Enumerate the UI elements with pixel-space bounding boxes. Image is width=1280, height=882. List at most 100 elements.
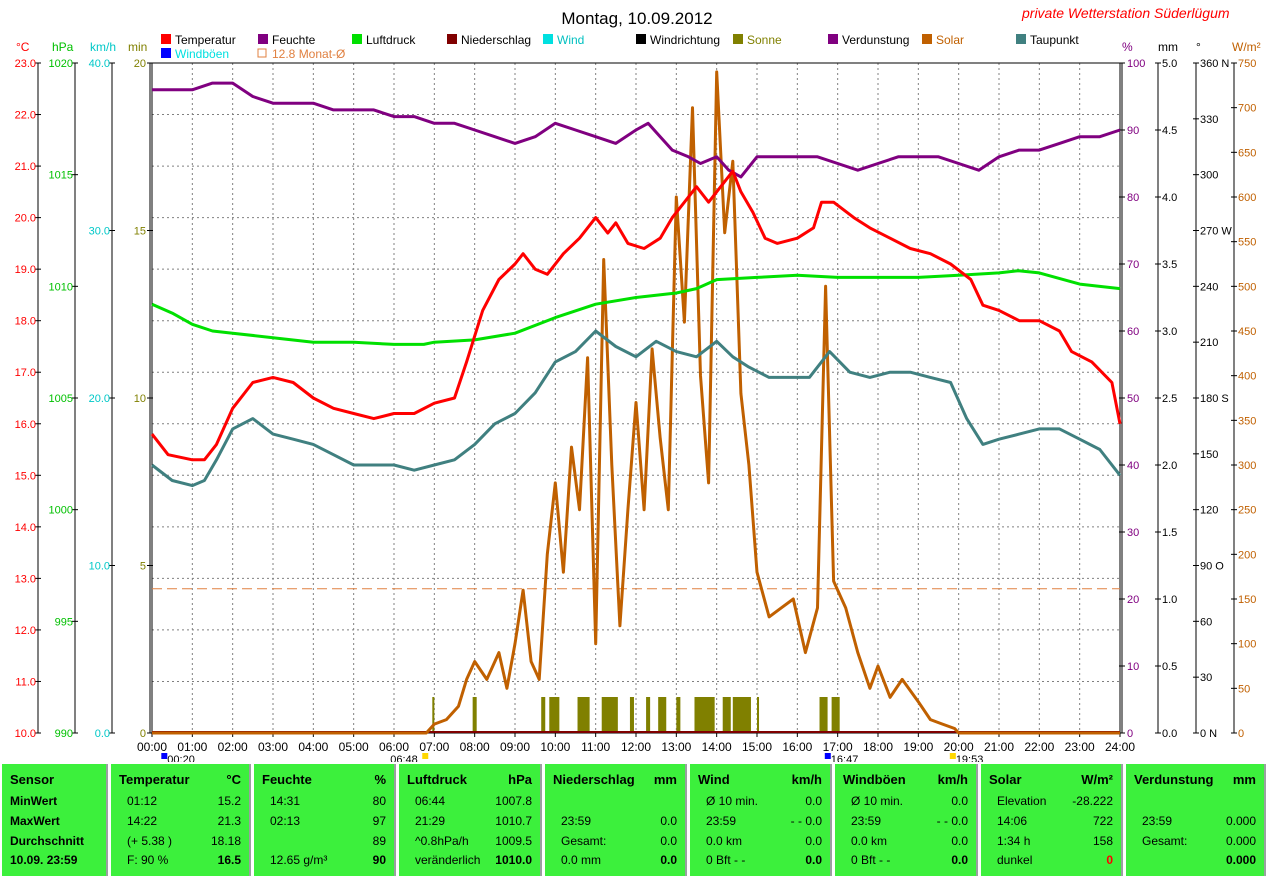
min-label: MinWert bbox=[10, 794, 58, 808]
wm2-axis-tick-label: 500 bbox=[1238, 281, 1256, 293]
section-unit: % bbox=[374, 772, 386, 787]
wm2-axis-tick-label: 100 bbox=[1238, 639, 1256, 651]
stats-row: 0.0 mm 0.0 bbox=[553, 853, 677, 871]
stats-value: 89 bbox=[372, 834, 386, 848]
stats-value: 0.0 bbox=[660, 853, 677, 867]
stats-label: 23:59 bbox=[851, 814, 882, 828]
stats-value: 0.0 bbox=[805, 794, 822, 808]
time-tick-label: 00:00 bbox=[137, 740, 167, 754]
legend-swatch bbox=[161, 34, 171, 44]
celsius-axis-tick-label: 10.0 bbox=[15, 728, 36, 740]
stats-section-verdunstung: Verdunstung mm 23:59 0.000 Gesamt: 0.000 0.000 bbox=[1126, 764, 1266, 876]
time-tick-label: 01:00 bbox=[177, 740, 207, 754]
wm2-axis-tick-label: 0 bbox=[1238, 728, 1244, 740]
stats-label: 0.0 km bbox=[851, 834, 888, 848]
legend-swatch bbox=[352, 34, 362, 44]
mm-axis-tick-label: 2.5 bbox=[1162, 393, 1177, 405]
deg-axis-tick-label: 180 S bbox=[1200, 393, 1229, 405]
stats-row: Ø 10 min. 0.0 bbox=[843, 794, 968, 812]
sun-bar bbox=[757, 697, 760, 733]
time-marker-label: 06:48 bbox=[390, 754, 418, 762]
stats-value: 0.0 bbox=[951, 794, 968, 808]
legend-swatch bbox=[161, 48, 171, 58]
stats-section-wind: Wind km/h Ø 10 min. 0.0 23:59- - 0.0 0.0 km 0.… bbox=[690, 764, 832, 876]
section-title: Luftdruck bbox=[407, 772, 467, 787]
stats-value: 1007.8 bbox=[495, 794, 532, 808]
kmh-axis-tick-label: 30.0 bbox=[89, 226, 110, 238]
stats-value: 158 bbox=[1092, 834, 1113, 848]
stats-row bbox=[1134, 794, 1256, 812]
time-tick-label: 16:00 bbox=[782, 740, 812, 754]
stats-label: Elevation bbox=[997, 794, 1047, 808]
section-title: Verdunstung bbox=[1134, 772, 1214, 787]
section-title: Feuchte bbox=[262, 772, 312, 787]
time-tick-label: 05:00 bbox=[339, 740, 369, 754]
deg-axis-tick-label: 120 bbox=[1200, 505, 1218, 517]
stats-value: 16.5 bbox=[217, 853, 241, 867]
stats-label: 23:59 bbox=[1142, 814, 1173, 828]
section-title: Windböen bbox=[843, 772, 906, 787]
section-unit: mm bbox=[1232, 772, 1256, 787]
legend-label: Luftdruck bbox=[366, 33, 416, 47]
hpa-axis-tick-label: 990 bbox=[55, 728, 73, 740]
wm2-axis-tick-label: 200 bbox=[1238, 549, 1256, 561]
stats-label: 02:13 bbox=[270, 814, 301, 828]
stats-label: 12.65 g/m³ bbox=[270, 853, 328, 867]
mm-axis-tick-label: 0.0 bbox=[1162, 728, 1177, 740]
celsius-axis-tick-label: 23.0 bbox=[15, 58, 36, 70]
legend-swatch bbox=[447, 34, 457, 44]
stats-row: 1:34 h 158 bbox=[989, 834, 1113, 852]
stats-row: dunkel 0 bbox=[989, 853, 1113, 871]
chart-markers: 00:20 06:48 16:47 19:53 bbox=[161, 753, 983, 762]
axis-unit-label: km/h bbox=[90, 40, 116, 54]
legend-label: Solar bbox=[936, 33, 964, 47]
mm-axis-tick-label: 4.5 bbox=[1162, 125, 1177, 137]
legend-swatch bbox=[828, 34, 838, 44]
deg-axis-tick-label: 300 bbox=[1200, 170, 1218, 182]
min-axis-tick-label: 20 bbox=[134, 58, 146, 70]
sun-bar bbox=[819, 697, 828, 733]
stats-value: 1009.5 bbox=[495, 834, 532, 848]
time-tick-label: 02:00 bbox=[218, 740, 248, 754]
stats-value: 97 bbox=[372, 814, 386, 828]
sensor-header: Sensor bbox=[10, 772, 55, 787]
percent-axis-tick-label: 100 bbox=[1127, 58, 1145, 70]
stats-value: 0.000 bbox=[1225, 834, 1256, 848]
time-tick-label: 17:00 bbox=[823, 740, 853, 754]
stats-label: Gesamt: bbox=[561, 834, 607, 848]
axis-unit-label: ° bbox=[1196, 40, 1201, 54]
hpa-axis-tick-label: 995 bbox=[55, 616, 73, 628]
legend-swatch bbox=[636, 34, 646, 44]
series-line-temperatur bbox=[150, 169, 1122, 462]
time-tick-label: 22:00 bbox=[1024, 740, 1054, 754]
time-tick-label: 20:00 bbox=[944, 740, 974, 754]
section-unit: W/m² bbox=[1081, 772, 1113, 787]
legend-label: Taupunkt bbox=[1030, 33, 1079, 47]
series-line-taupunkt bbox=[151, 329, 1122, 488]
axis-unit-label: % bbox=[1122, 40, 1133, 54]
wm2-axis-tick-label: 400 bbox=[1238, 371, 1256, 383]
deg-axis-tick-label: 240 bbox=[1200, 281, 1218, 293]
hpa-axis-tick-label: 1010 bbox=[49, 281, 73, 293]
stats-label: 0 Bft - - bbox=[706, 853, 746, 867]
stats-value: 0.0 bbox=[951, 834, 968, 848]
section-title: Wind bbox=[698, 772, 730, 787]
hpa-axis-tick-label: 1005 bbox=[49, 393, 73, 405]
legend-swatch bbox=[922, 34, 932, 44]
hpa-axis-tick-label: 1020 bbox=[49, 58, 73, 70]
time-tick-label: 10:00 bbox=[540, 740, 570, 754]
stats-row: 0.000 bbox=[1134, 853, 1256, 871]
stats-value: - - 0.0 bbox=[790, 814, 822, 828]
time-tick-label: 07:00 bbox=[419, 740, 449, 754]
stats-section-windböen: Windböen km/h Ø 10 min. 0.0 23:59 - - 0.0 0.0 … bbox=[835, 764, 978, 876]
stats-row: 23:59 0.000 bbox=[1134, 814, 1256, 832]
sensor-labels: Sensor MinWert MaxWert Durchschnitt 10.0… bbox=[2, 764, 108, 876]
station-name: private Wetterstation Süderlügum bbox=[1021, 5, 1230, 21]
sun-bar bbox=[676, 697, 681, 733]
stats-row: 0.0 km 0.0 bbox=[843, 834, 968, 852]
axis-unit-label: mm bbox=[1158, 40, 1178, 54]
kmh-axis-tick-label: 20.0 bbox=[89, 393, 110, 405]
legend: Temperatur Feuchte Luftdruck Niederschlag Wi… bbox=[161, 33, 1079, 61]
time-marker-label: 19:53 bbox=[956, 754, 984, 762]
wm2-axis-tick-label: 150 bbox=[1238, 594, 1256, 606]
